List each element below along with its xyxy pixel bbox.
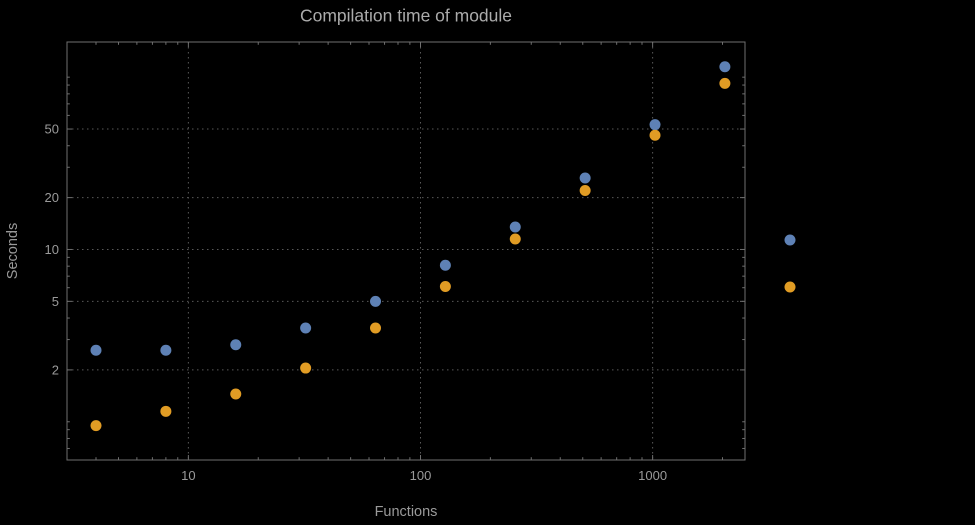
y-axis-label: Seconds (5, 222, 21, 280)
data-point-series-2 (300, 362, 312, 374)
data-point-series-2 (370, 322, 382, 334)
data-point-series-2 (90, 420, 102, 432)
data-point-series-1 (370, 295, 382, 307)
data-point-series-2 (579, 184, 591, 196)
plot-frame (66, 41, 746, 461)
data-point-series-1 (509, 221, 521, 233)
legend-marker (784, 281, 796, 293)
y-tick-label: 20 (45, 190, 59, 205)
data-point-series-2 (439, 280, 451, 292)
data-point-series-1 (649, 119, 661, 131)
x-axis-label: Functions (374, 504, 438, 520)
y-tick-label: 2 (52, 362, 59, 377)
data-point-series-1 (300, 322, 312, 334)
legend-marker (784, 234, 796, 246)
data-point-series-2 (509, 233, 521, 245)
data-point-series-1 (579, 172, 591, 184)
data-point-series-2 (719, 77, 731, 89)
x-tick-label: 100 (410, 468, 432, 483)
data-point-series-1 (90, 344, 102, 356)
x-tick-label: 1000 (638, 468, 667, 483)
chart-title: Compilation time of module (299, 5, 513, 26)
y-tick-label: 10 (45, 242, 59, 257)
data-point-series-1 (160, 344, 172, 356)
data-point-series-2 (230, 388, 242, 400)
x-tick-label: 10 (181, 468, 195, 483)
data-point-series-1 (719, 61, 731, 73)
data-point-series-2 (160, 405, 172, 417)
y-tick-label: 5 (52, 294, 59, 309)
y-tick-label: 50 (45, 122, 59, 137)
data-point-series-1 (439, 259, 451, 271)
data-point-series-1 (230, 339, 242, 351)
data-point-series-2 (649, 129, 661, 141)
